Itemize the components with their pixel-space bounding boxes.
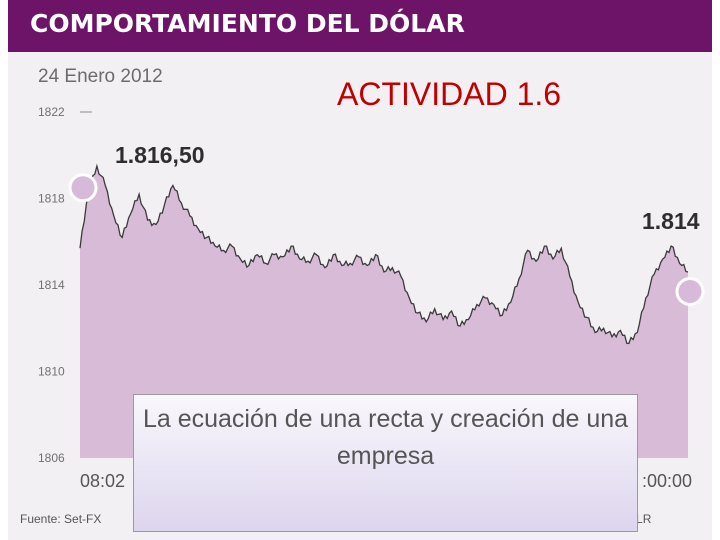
subtitle-text: La ecuación de una recta y creación de u…	[142, 405, 629, 470]
y-tick-label: 1818	[38, 192, 65, 206]
series-area	[80, 166, 688, 458]
x-tick-label-end: :00:00	[642, 471, 692, 491]
y-tick-label: 1806	[38, 451, 65, 465]
activity-title: ACTIVIDAD 1.6	[337, 76, 562, 112]
series-line	[79, 163, 689, 345]
y-tick-label: 1822	[38, 105, 65, 119]
y-tick-label: 1810	[38, 365, 65, 379]
start-value-label: 1.816,50	[115, 142, 205, 168]
x-tick-label-start: 08:02	[80, 471, 125, 491]
source-label: Fuente: Set-FX	[20, 512, 102, 526]
chart-header-bar	[8, 0, 712, 52]
end-value-label: 1.814	[642, 208, 700, 234]
chart-date: 24 Enero 2012	[38, 66, 163, 87]
y-tick-label: 1814	[38, 278, 65, 292]
chart-title: COMPORTAMIENTO DEL DÓLAR	[30, 9, 465, 38]
subtitle-box: La ecuación de una recta y creación de u…	[133, 394, 638, 532]
end-marker	[675, 276, 705, 306]
start-marker	[68, 173, 98, 203]
